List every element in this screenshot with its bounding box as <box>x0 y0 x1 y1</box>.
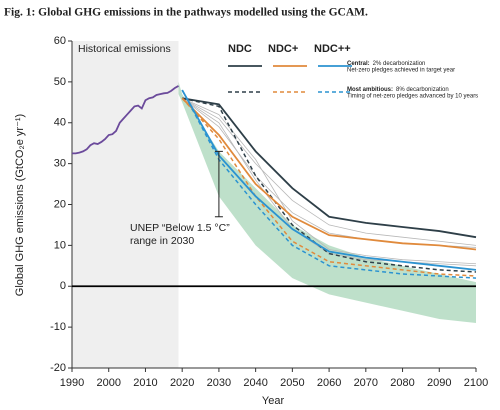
x-tick-label: 2090 <box>427 377 451 389</box>
ambitious-line <box>181 89 477 279</box>
y-tick-label: 50 <box>54 76 66 88</box>
legend-text: Net-zero pledges achieved in target year <box>347 68 455 74</box>
annotation: UNEP “Below 1.5 °C” <box>130 222 230 234</box>
x-tick-label: 2060 <box>317 377 341 389</box>
legend-text: Most ambitious: 8% decarbonization <box>347 87 449 93</box>
y-axis-label: Global GHG emissions (GtCO₂e yr⁻¹) <box>14 114 26 296</box>
ambitious-line <box>182 97 477 273</box>
central-line <box>181 97 477 251</box>
legend-label: NDC+ <box>268 43 298 55</box>
y-tick-label: 60 <box>54 35 66 47</box>
y-tick-label: -20 <box>50 362 66 374</box>
range-band <box>178 81 476 324</box>
annotation: range in 2030 <box>130 235 194 247</box>
x-tick-label: 2020 <box>170 377 194 389</box>
legend-label: NDC <box>228 43 252 55</box>
x-tick-label: 2050 <box>280 377 304 389</box>
x-tick-label: 2010 <box>133 377 157 389</box>
other-pathway <box>181 97 477 246</box>
legend-text: Timing of net-zero pledges advanced by 1… <box>347 94 478 100</box>
x-tick-label: 1990 <box>60 377 84 389</box>
historical-shade <box>72 41 179 368</box>
historical-line <box>72 85 179 155</box>
legend-label: NDC++ <box>314 43 351 55</box>
annotation: Historical emissions <box>78 43 171 55</box>
legend-text: Central: 2% decarbonization <box>347 61 425 67</box>
ambitious-line <box>181 97 477 277</box>
legend-desc: 2% decarbonization <box>373 61 426 67</box>
y-tick-label: 30 <box>54 158 66 170</box>
y-tick-label: -10 <box>50 321 66 333</box>
x-tick-label: 2080 <box>390 377 414 389</box>
central-line <box>181 89 477 271</box>
legend-head: Most ambitious: <box>347 87 393 93</box>
x-axis-label: Year <box>262 395 285 407</box>
y-tick-label: 40 <box>54 117 66 129</box>
x-tick-label: 2040 <box>243 377 267 389</box>
legend-head: Central: <box>347 61 370 67</box>
y-tick-label: 10 <box>54 239 66 251</box>
x-tick-label: 2000 <box>96 377 120 389</box>
x-tick-label: 2030 <box>207 377 231 389</box>
y-tick-label: 20 <box>54 198 66 210</box>
y-tick-label: 0 <box>60 280 66 292</box>
legend-desc: 8% decarbonization <box>396 87 449 93</box>
x-tick-label: 2070 <box>354 377 378 389</box>
central-line <box>182 97 477 239</box>
chart-title: Fig. 1: Global GHG emissions in the path… <box>4 7 368 19</box>
x-tick-label: 2100 <box>464 377 488 389</box>
